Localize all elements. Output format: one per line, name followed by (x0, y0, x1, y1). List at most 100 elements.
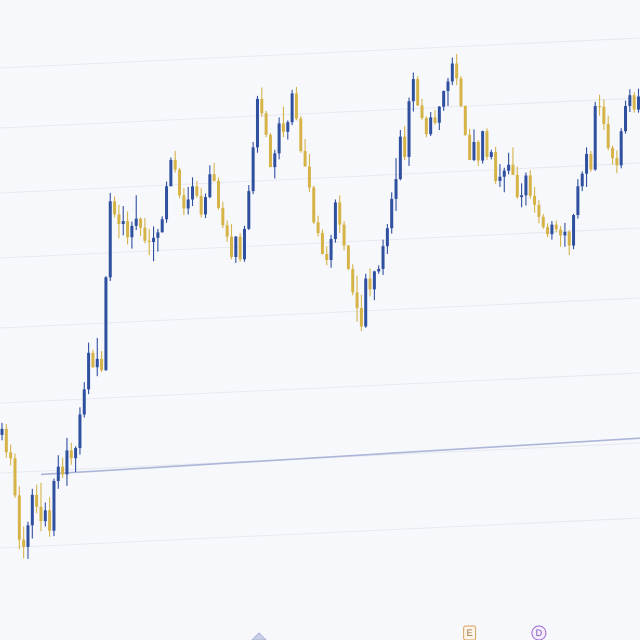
candle-body (507, 164, 511, 171)
candle-down (342, 221, 346, 251)
candle-down (91, 349, 95, 368)
candle-down (403, 125, 407, 160)
candle-body (173, 159, 177, 170)
trendline (40, 437, 640, 476)
candle-body (381, 246, 385, 269)
candle-down (606, 115, 610, 151)
candle-body (299, 118, 303, 151)
candle-down (359, 294, 363, 332)
candle-body (208, 174, 212, 198)
candle-up (186, 186, 190, 215)
candle-body (411, 79, 415, 102)
candle-body (74, 448, 78, 459)
candle-up (498, 164, 502, 187)
candle-body (554, 224, 558, 230)
candle-down (602, 99, 606, 130)
candle-down (17, 486, 21, 550)
candle-body (351, 268, 355, 293)
candle-body (606, 124, 610, 148)
candle-up (377, 265, 381, 274)
candle-down (515, 166, 519, 199)
candle-body (325, 253, 329, 260)
candle-body (22, 539, 26, 547)
candle-down (195, 180, 199, 198)
candle-body (139, 218, 143, 228)
candle-up (191, 177, 195, 207)
candle-up (442, 90, 446, 111)
candle-body (541, 216, 545, 228)
candle-body (273, 153, 277, 168)
candle-body (95, 358, 99, 368)
candle-down (217, 177, 220, 210)
candle-down (264, 110, 268, 138)
candle-up (30, 488, 34, 539)
candle-down (316, 215, 320, 237)
candle-up (450, 57, 454, 86)
candle-down (117, 204, 121, 239)
candle-body (472, 141, 476, 160)
candle-up (333, 199, 337, 243)
candle-up (169, 157, 173, 187)
candle-body (48, 510, 52, 531)
earnings-marker-badge (463, 625, 477, 640)
grid-line (0, 372, 640, 404)
candle-up (134, 195, 138, 231)
candle-body (546, 227, 550, 235)
candle-body (178, 169, 182, 196)
candle-body (238, 236, 242, 260)
candle-body (481, 131, 485, 161)
candle-up (104, 276, 108, 371)
candle-up (234, 236, 238, 263)
candle-up (472, 129, 476, 162)
candle-down (126, 211, 130, 245)
candle-up (446, 77, 450, 107)
candle-down (173, 150, 177, 173)
candle-body (281, 123, 285, 132)
candle-body (268, 134, 272, 168)
candle-body (61, 466, 65, 475)
candle-up (43, 502, 47, 527)
candle-body (619, 131, 623, 166)
grid-line (0, 517, 640, 549)
candle-down (346, 245, 350, 271)
candle-body (520, 195, 524, 198)
dividend-marker-badge (531, 625, 547, 640)
candle-body (130, 225, 134, 238)
grid-line (0, 97, 640, 129)
candle-body (182, 195, 186, 209)
candle-down (39, 482, 43, 532)
candle-up (624, 100, 628, 134)
candle-body (628, 95, 632, 107)
candle-body (342, 224, 346, 246)
candle-up (628, 89, 632, 113)
candle-down (338, 195, 342, 234)
candle-body (17, 495, 21, 540)
candle-body (117, 214, 121, 225)
grid-line (0, 227, 640, 259)
candle-body (260, 98, 264, 114)
candle-body (403, 136, 407, 157)
candle-up (507, 152, 511, 175)
candle-body (13, 458, 17, 496)
candle-up (576, 179, 580, 219)
candle-body (450, 63, 454, 82)
candle-down (559, 225, 563, 247)
candle-down (485, 128, 489, 160)
candle-down (260, 87, 264, 117)
candle-body (372, 271, 376, 290)
candle-up (65, 437, 69, 486)
candle-body (446, 81, 450, 92)
candle-up (255, 95, 259, 153)
candle-down (615, 150, 619, 174)
candle-body (43, 510, 47, 522)
grid-line (0, 162, 640, 194)
candle-up (520, 183, 524, 208)
candle-up (364, 273, 368, 328)
candle-body (56, 466, 60, 482)
candle-body (637, 96, 640, 110)
candle-up (95, 337, 99, 377)
candle-up (82, 382, 86, 418)
candle-down (48, 497, 52, 537)
candle-body (312, 187, 316, 223)
candle-down (468, 128, 472, 160)
